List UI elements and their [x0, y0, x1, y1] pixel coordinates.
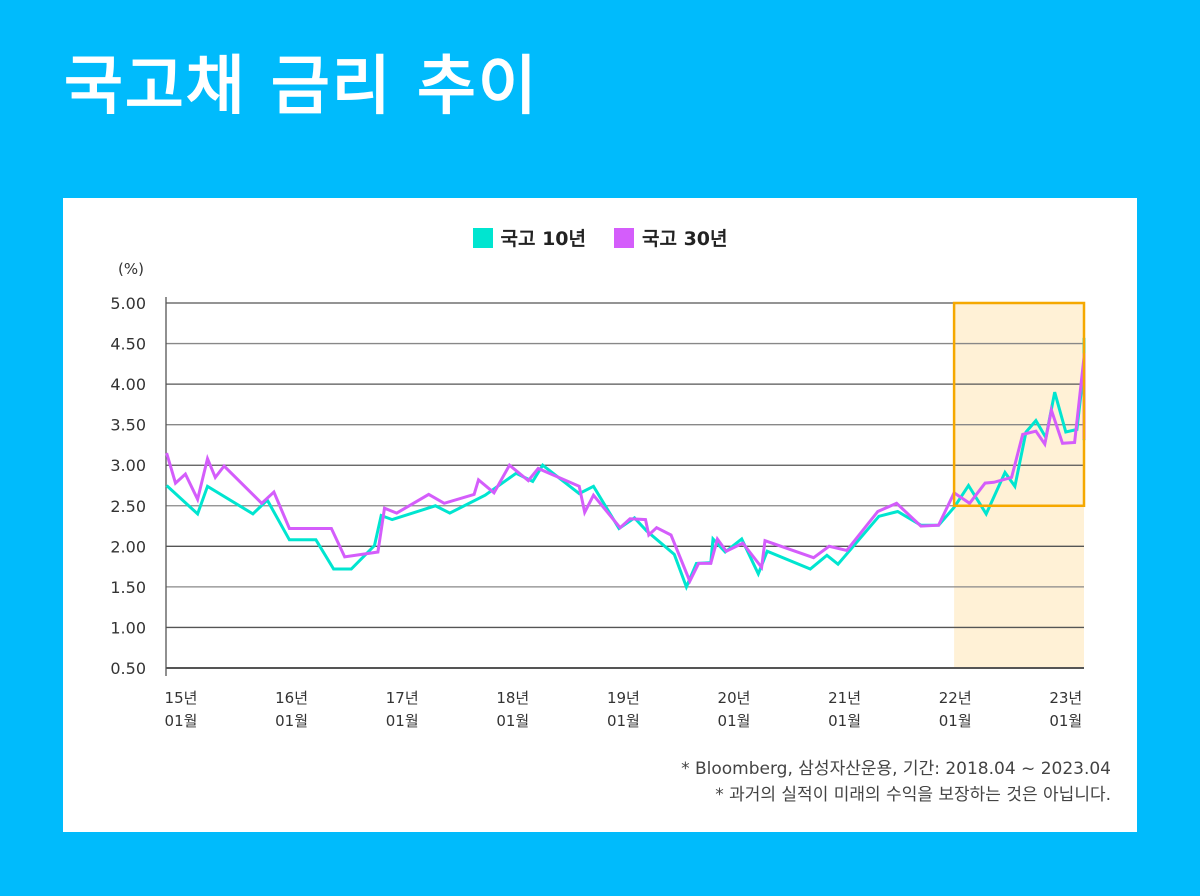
legend-label-30y: 국고 30년 [642, 228, 728, 250]
line-chart: 5.00 4.50 4.00 3.50 3.00 2.50 2.00 1.50 1.00 0.50… [110, 294, 1086, 730]
x-tick-label-month: 01월 [496, 712, 529, 730]
chart-legend: 국고 10년 국고 30년 [63, 224, 1137, 251]
y-tick-label: 3.50 [110, 416, 146, 435]
x-tick-label-year: 22년 [939, 689, 972, 707]
footnote-source: * Bloomberg, 삼성자산운용, 기간: 2018.04 ~ 2023.… [681, 759, 1111, 779]
x-tick-label-year: 23년 [1049, 689, 1082, 707]
x-tick-label-month: 01월 [828, 712, 861, 730]
axis-layer: 5.00 4.50 4.00 3.50 3.00 2.50 2.00 1.50 1.00 0.50… [110, 294, 1084, 730]
x-tick-label-year: 17년 [386, 689, 419, 707]
y-tick-label: 1.00 [110, 618, 146, 637]
y-tick-label: 4.50 [110, 335, 146, 354]
x-tick-label-year: 20년 [718, 689, 751, 707]
y-tick-label: 3.00 [110, 456, 146, 475]
footnote-disclaimer: * 과거의 실적이 미래의 수익을 보장하는 것은 아닙니다. [715, 785, 1111, 805]
series-line-30y [165, 353, 1086, 585]
legend-swatch-10y [472, 227, 493, 248]
y-tick-label: 0.50 [110, 659, 146, 678]
grid-layer [166, 302, 1084, 669]
x-tick-label-month: 01월 [1049, 712, 1082, 730]
x-tick-label-month: 01월 [718, 712, 751, 730]
y-axis-unit-label: (%) [118, 260, 144, 278]
highlight-border-layer [952, 301, 1086, 508]
x-tick-label-year: 15년 [165, 689, 198, 707]
x-tick-label-year: 19년 [607, 689, 640, 707]
highlight-layer [954, 303, 1084, 668]
y-tick-label: 1.50 [110, 578, 146, 597]
x-tick-label-year: 21년 [828, 689, 861, 707]
chart-card: 국고 10년 국고 30년 (%) 5.00 4.50 4.00 3.50 3.00 2.… [63, 198, 1137, 832]
x-tick-label-month: 01월 [386, 712, 419, 730]
page-title: 국고채 금리 추이 [64, 50, 539, 124]
x-tick-label-month: 01월 [275, 712, 308, 730]
series-layer [165, 337, 1086, 591]
y-tick-label: 2.00 [110, 537, 146, 556]
series-line-10y [165, 337, 1086, 591]
x-tick-label-month: 01월 [165, 712, 198, 730]
y-tick-label: 5.00 [110, 294, 146, 313]
footnotes: * Bloomberg, 삼성자산운용, 기간: 2018.04 ~ 2023.… [681, 756, 1111, 808]
legend-label-10y: 국고 10년 [500, 228, 587, 250]
x-tick-label-month: 01월 [607, 712, 640, 730]
x-tick-label-month: 01월 [939, 712, 972, 730]
y-tick-label: 2.50 [110, 497, 146, 516]
y-tick-label: 4.00 [110, 375, 146, 394]
x-tick-label-year: 16년 [275, 689, 308, 707]
highlight-box [952, 301, 1086, 508]
legend-swatch-30y [614, 227, 634, 248]
legend-item-30y: 국고 30년 [614, 224, 728, 251]
legend-item-10y: 국고 10년 [472, 224, 587, 251]
x-tick-label-year: 18년 [496, 689, 529, 707]
highlight-band [954, 303, 1084, 668]
